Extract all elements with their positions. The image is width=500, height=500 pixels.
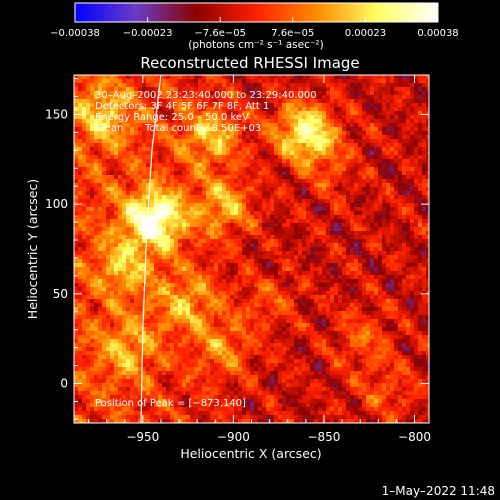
colorbar-tick-label: −0.00038 [50,28,100,39]
colorbar-unit-label: (photons cm⁻² s⁻¹ asec⁻²) [188,39,323,51]
x-tick-label: −850 [307,430,340,444]
annotation-detectors: Detectors: 3F 4F 5F 6F 7F 8F, Att 1 [95,101,269,112]
annotation-total-counts: Total counts: 8.50E+03 [144,123,261,134]
x-tick-label: −950 [126,430,159,444]
chart-title: Reconstructed RHESSI Image [140,54,359,72]
y-tick-label: 0 [60,377,68,391]
colorbar-tick-label: 7.6e−05 [271,28,314,39]
colorbar [74,2,439,23]
colorbar-ticks: −0.00038 −0.00023 −7.6e−05 7.6e−05 0.00023 0.… [50,17,459,39]
annotation-algorithm: Clean [95,123,123,134]
x-axis-label: Heliocentric X (arcsec) [180,446,321,461]
colorbar-tick-label: 0.00023 [345,28,386,39]
footer-timestamp: 1–May–2022 11:48 [382,484,495,498]
y-tick-label: 50 [53,287,68,301]
x-axis: −950 −900 −850 −800 [87,75,431,444]
heatmap-image [74,75,429,423]
y-tick-label: 150 [45,107,68,121]
annotation-energy-range: Energy Range: 25.0 – 50.0 keV [95,112,249,123]
annotation-time-range: 30–Aug–2002 23:23:40.000 to 23:29:40.000 [95,90,317,101]
x-tick-label: −800 [398,430,431,444]
colorbar-tick-label: −7.6e−05 [194,28,246,39]
colorbar-tick-label: 0.00038 [417,28,458,39]
solar-limb-curve [140,75,162,423]
x-tick-label: −900 [217,430,250,444]
annotation-peak-position: Position of Peak = [−873,140] [95,398,246,409]
y-tick-label: 100 [45,197,68,211]
y-axis: 0 50 100 150 [45,78,429,420]
y-axis-label: Heliocentric Y (arcsec) [25,179,40,319]
colorbar-tick-label: −0.00023 [123,28,173,39]
